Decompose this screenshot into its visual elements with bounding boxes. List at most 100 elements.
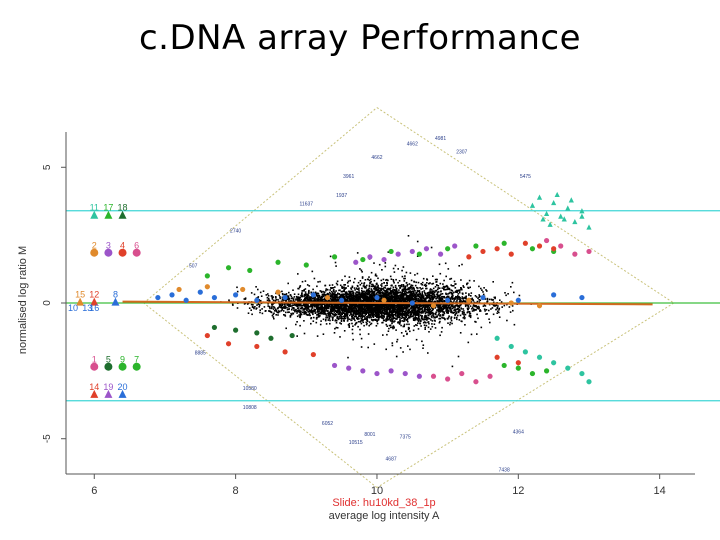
spot-point (390, 318, 393, 320)
spot-point (354, 299, 357, 301)
spot-point (423, 284, 426, 287)
spot-point (450, 310, 453, 313)
spot-point (431, 309, 434, 312)
spot-point (450, 305, 453, 307)
spot-point (271, 307, 273, 310)
spot-point (452, 298, 454, 300)
spot-point (406, 313, 409, 316)
spot-point (475, 321, 477, 323)
spot-point (403, 325, 405, 328)
spot-point (332, 298, 334, 301)
spot-point (412, 295, 415, 297)
spot-point (503, 304, 506, 307)
spot-point (461, 296, 464, 298)
spot-point (382, 321, 384, 324)
spot-point (367, 308, 370, 310)
spot-point (454, 290, 457, 293)
spot-point (342, 309, 344, 311)
spot-point (421, 317, 423, 319)
spot-point (312, 304, 314, 307)
spot-point (247, 312, 250, 314)
spot-point (368, 316, 371, 319)
spot-point (299, 324, 301, 327)
spot-point (363, 312, 366, 315)
spot-point (416, 255, 419, 257)
spot-point (416, 286, 418, 289)
spot-point (439, 315, 442, 317)
spot-point (325, 310, 327, 312)
spot-point (349, 311, 351, 314)
spot-point (345, 291, 348, 293)
spot-point (360, 303, 363, 305)
spot-point (438, 307, 441, 309)
spot-point (396, 315, 399, 318)
spot-point (376, 320, 378, 323)
spot-point (429, 291, 432, 294)
spot-point (360, 317, 362, 320)
spot-point (431, 283, 433, 285)
spot-point (340, 303, 342, 305)
spot-point (308, 306, 311, 308)
spot-point (350, 319, 353, 321)
spot-point (320, 312, 322, 315)
spot-point (357, 309, 360, 312)
spot-point (366, 284, 368, 287)
spot-point (415, 338, 418, 341)
spot-point (357, 298, 359, 301)
spot-point (439, 296, 441, 299)
spot-point (412, 307, 415, 310)
spot-point (436, 296, 439, 298)
spot-point (432, 287, 435, 290)
spot-point (272, 308, 275, 310)
spot-point (379, 298, 382, 300)
spot-point (362, 285, 365, 287)
spot-point (370, 316, 372, 319)
spot-point (465, 295, 467, 298)
spot-point (395, 318, 397, 320)
spot-point (463, 286, 465, 288)
spot-point (386, 319, 389, 321)
spot-point (409, 313, 412, 316)
spot-point (422, 344, 425, 346)
spot-point (370, 311, 372, 314)
spot-point (288, 291, 290, 294)
spot-point (352, 297, 354, 299)
spot-point (347, 356, 349, 359)
spot-point (364, 312, 366, 315)
spot-point (419, 319, 421, 321)
spot-point (328, 293, 330, 295)
spot-point (397, 304, 400, 306)
spot-point (439, 334, 441, 337)
spot-point (392, 303, 394, 306)
spot-point (460, 307, 462, 309)
spot-point (453, 316, 456, 319)
spot-point (368, 321, 371, 323)
spot-point (317, 292, 320, 295)
spot-point (408, 327, 410, 329)
spot-point (436, 293, 438, 296)
spot-point (388, 324, 391, 327)
spot-point (357, 281, 360, 284)
spot-point (382, 319, 385, 322)
spot-point (394, 310, 396, 313)
spot-point (258, 306, 261, 308)
spot-point (380, 284, 382, 286)
spot-point (375, 325, 378, 327)
spot-point (303, 332, 306, 335)
spot-point (375, 315, 378, 317)
spot-point (289, 316, 292, 318)
spot-point (454, 306, 456, 309)
spot-point (313, 277, 316, 280)
spot-point (405, 295, 408, 298)
spot-point (473, 301, 476, 304)
spot-point (382, 288, 384, 290)
spot-point (302, 290, 304, 292)
spot-point (350, 297, 352, 299)
spot-point (368, 311, 371, 313)
spot-point (409, 293, 411, 295)
spot-point (386, 313, 388, 316)
spot-point (380, 287, 383, 290)
spot-point (376, 309, 378, 311)
spot-point (420, 305, 422, 307)
spot-point (322, 333, 325, 335)
